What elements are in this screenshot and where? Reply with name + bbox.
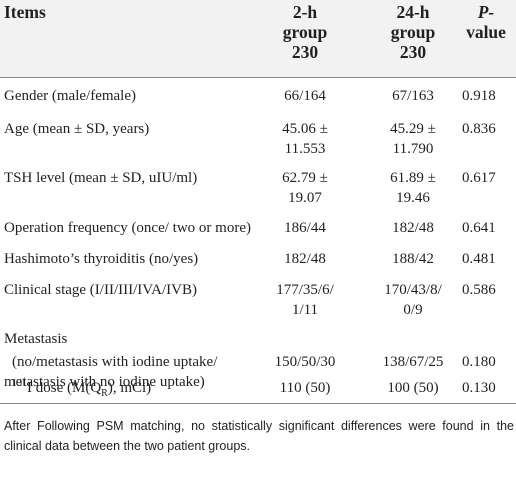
row-label-metastasis-detail: (no/metastasis with iodine uptake/ metas… [4,352,217,392]
row-pvalue-i131-dose: 0.130 [462,380,496,396]
row-value-24h-clinical-stage-line2: 0/9 [403,302,423,318]
row-value-2h-tsh-line1: 62.79 ± [282,170,328,186]
row-label-hashimoto: Hashimoto’s thyroiditis (no/yes) [4,251,199,267]
i131-subscript: R [101,388,108,399]
header-2h-group: 2-h group 230 [268,2,342,62]
row-pvalue-tsh: 0.617 [462,170,496,186]
i131-superscript: 131 [12,378,27,389]
row-pvalue-hashimoto: 0.481 [462,251,496,267]
table-bottom-divider [0,403,516,404]
row-value-2h-gender: 66/164 [284,88,326,104]
row-value-24h-metastasis: 138/67/25 [382,354,444,370]
row-value-2h-operation-frequency: 186/44 [284,220,326,236]
row-value-24h-tsh: 61.89 ± 19.46 [376,168,450,208]
header-2h-line2: group [282,22,328,42]
i131-dose-end: ), mCi) [107,380,152,396]
header-2h-line1: 2-h [292,2,318,22]
row-pvalue-operation-frequency: 0.641 [462,220,496,236]
header-24h-line3: 230 [399,42,427,62]
row-value-2h-i131-dose: 110 (50) [279,380,331,396]
row-value-2h-metastasis: 150/50/30 [274,354,336,370]
row-value-24h-age: 45.29 ± 11.790 [376,119,450,159]
row-label-i131-dose: 131I dose (M(QR), mCi) [12,378,151,400]
row-value-24h-hashimoto: 188/42 [392,251,434,267]
row-value-2h-age-line2: 11.553 [284,141,326,157]
table-footnote: After Following PSM matching, no statist… [4,419,514,453]
row-value-2h-tsh-line2: 19.07 [288,190,322,206]
row-label-tsh: TSH level (mean ± SD, uIU/ml) [4,170,198,186]
header-p-line1: P- [477,2,495,22]
header-24h-line2: group [390,22,436,42]
header-24h-group: 24-h group 230 [376,2,450,62]
row-value-24h-age-line1: 45.29 ± [390,121,436,137]
row-label-metastasis-detail-line1: (no/metastasis with iodine uptake/ [12,354,218,370]
header-p-line2: value [466,22,506,42]
header-divider [0,77,516,78]
row-value-24h-operation-frequency: 182/48 [392,220,434,236]
row-value-24h-age-line2: 11.790 [392,141,434,157]
row-value-24h-clinical-stage-line1: 170/43/8/ [384,282,442,298]
row-value-2h-hashimoto: 182/48 [284,251,326,267]
table-header-background [0,0,516,77]
row-value-24h-clinical-stage: 170/43/8/ 0/9 [376,280,450,320]
row-label-metastasis: Metastasis [4,331,68,347]
row-label-clinical-stage: Clinical stage (I/II/III/IVA/IVB) [4,282,198,298]
header-24h-line1: 24-h [396,2,430,22]
header-2h-line3: 230 [291,42,319,62]
row-label-operation-frequency: Operation frequency (once/ two or more) [4,220,251,236]
row-label-metastasis-detail-line2: metastasis with no iodine uptake) [4,374,205,390]
row-value-2h-age-line1: 45.06 ± [282,121,328,137]
row-pvalue-clinical-stage: 0.586 [462,282,496,298]
row-label-age: Age (mean ± SD, years) [4,121,150,137]
row-value-24h-gender: 67/163 [392,88,434,104]
row-value-2h-clinical-stage-line1: 177/35/6/ [276,282,334,298]
row-pvalue-metastasis: 0.180 [462,354,496,370]
row-value-2h-age: 45.06 ± 11.553 [268,119,342,159]
i131-dose-main: I dose (M(Q [27,380,102,396]
row-value-2h-tsh: 62.79 ± 19.07 [268,168,342,208]
row-value-24h-tsh-line2: 19.46 [396,190,430,206]
row-pvalue-age: 0.836 [462,121,496,137]
row-value-24h-i131-dose: 100 (50) [387,380,439,396]
row-value-2h-clinical-stage-line2: 1/11 [291,302,319,318]
header-items: Items [4,2,46,22]
header-p-value: P- value [456,2,516,42]
row-label-gender: Gender (male/female) [4,88,137,104]
row-value-24h-tsh-line1: 61.89 ± [390,170,436,186]
row-value-2h-clinical-stage: 177/35/6/ 1/11 [268,280,342,320]
row-pvalue-gender: 0.918 [462,88,496,104]
